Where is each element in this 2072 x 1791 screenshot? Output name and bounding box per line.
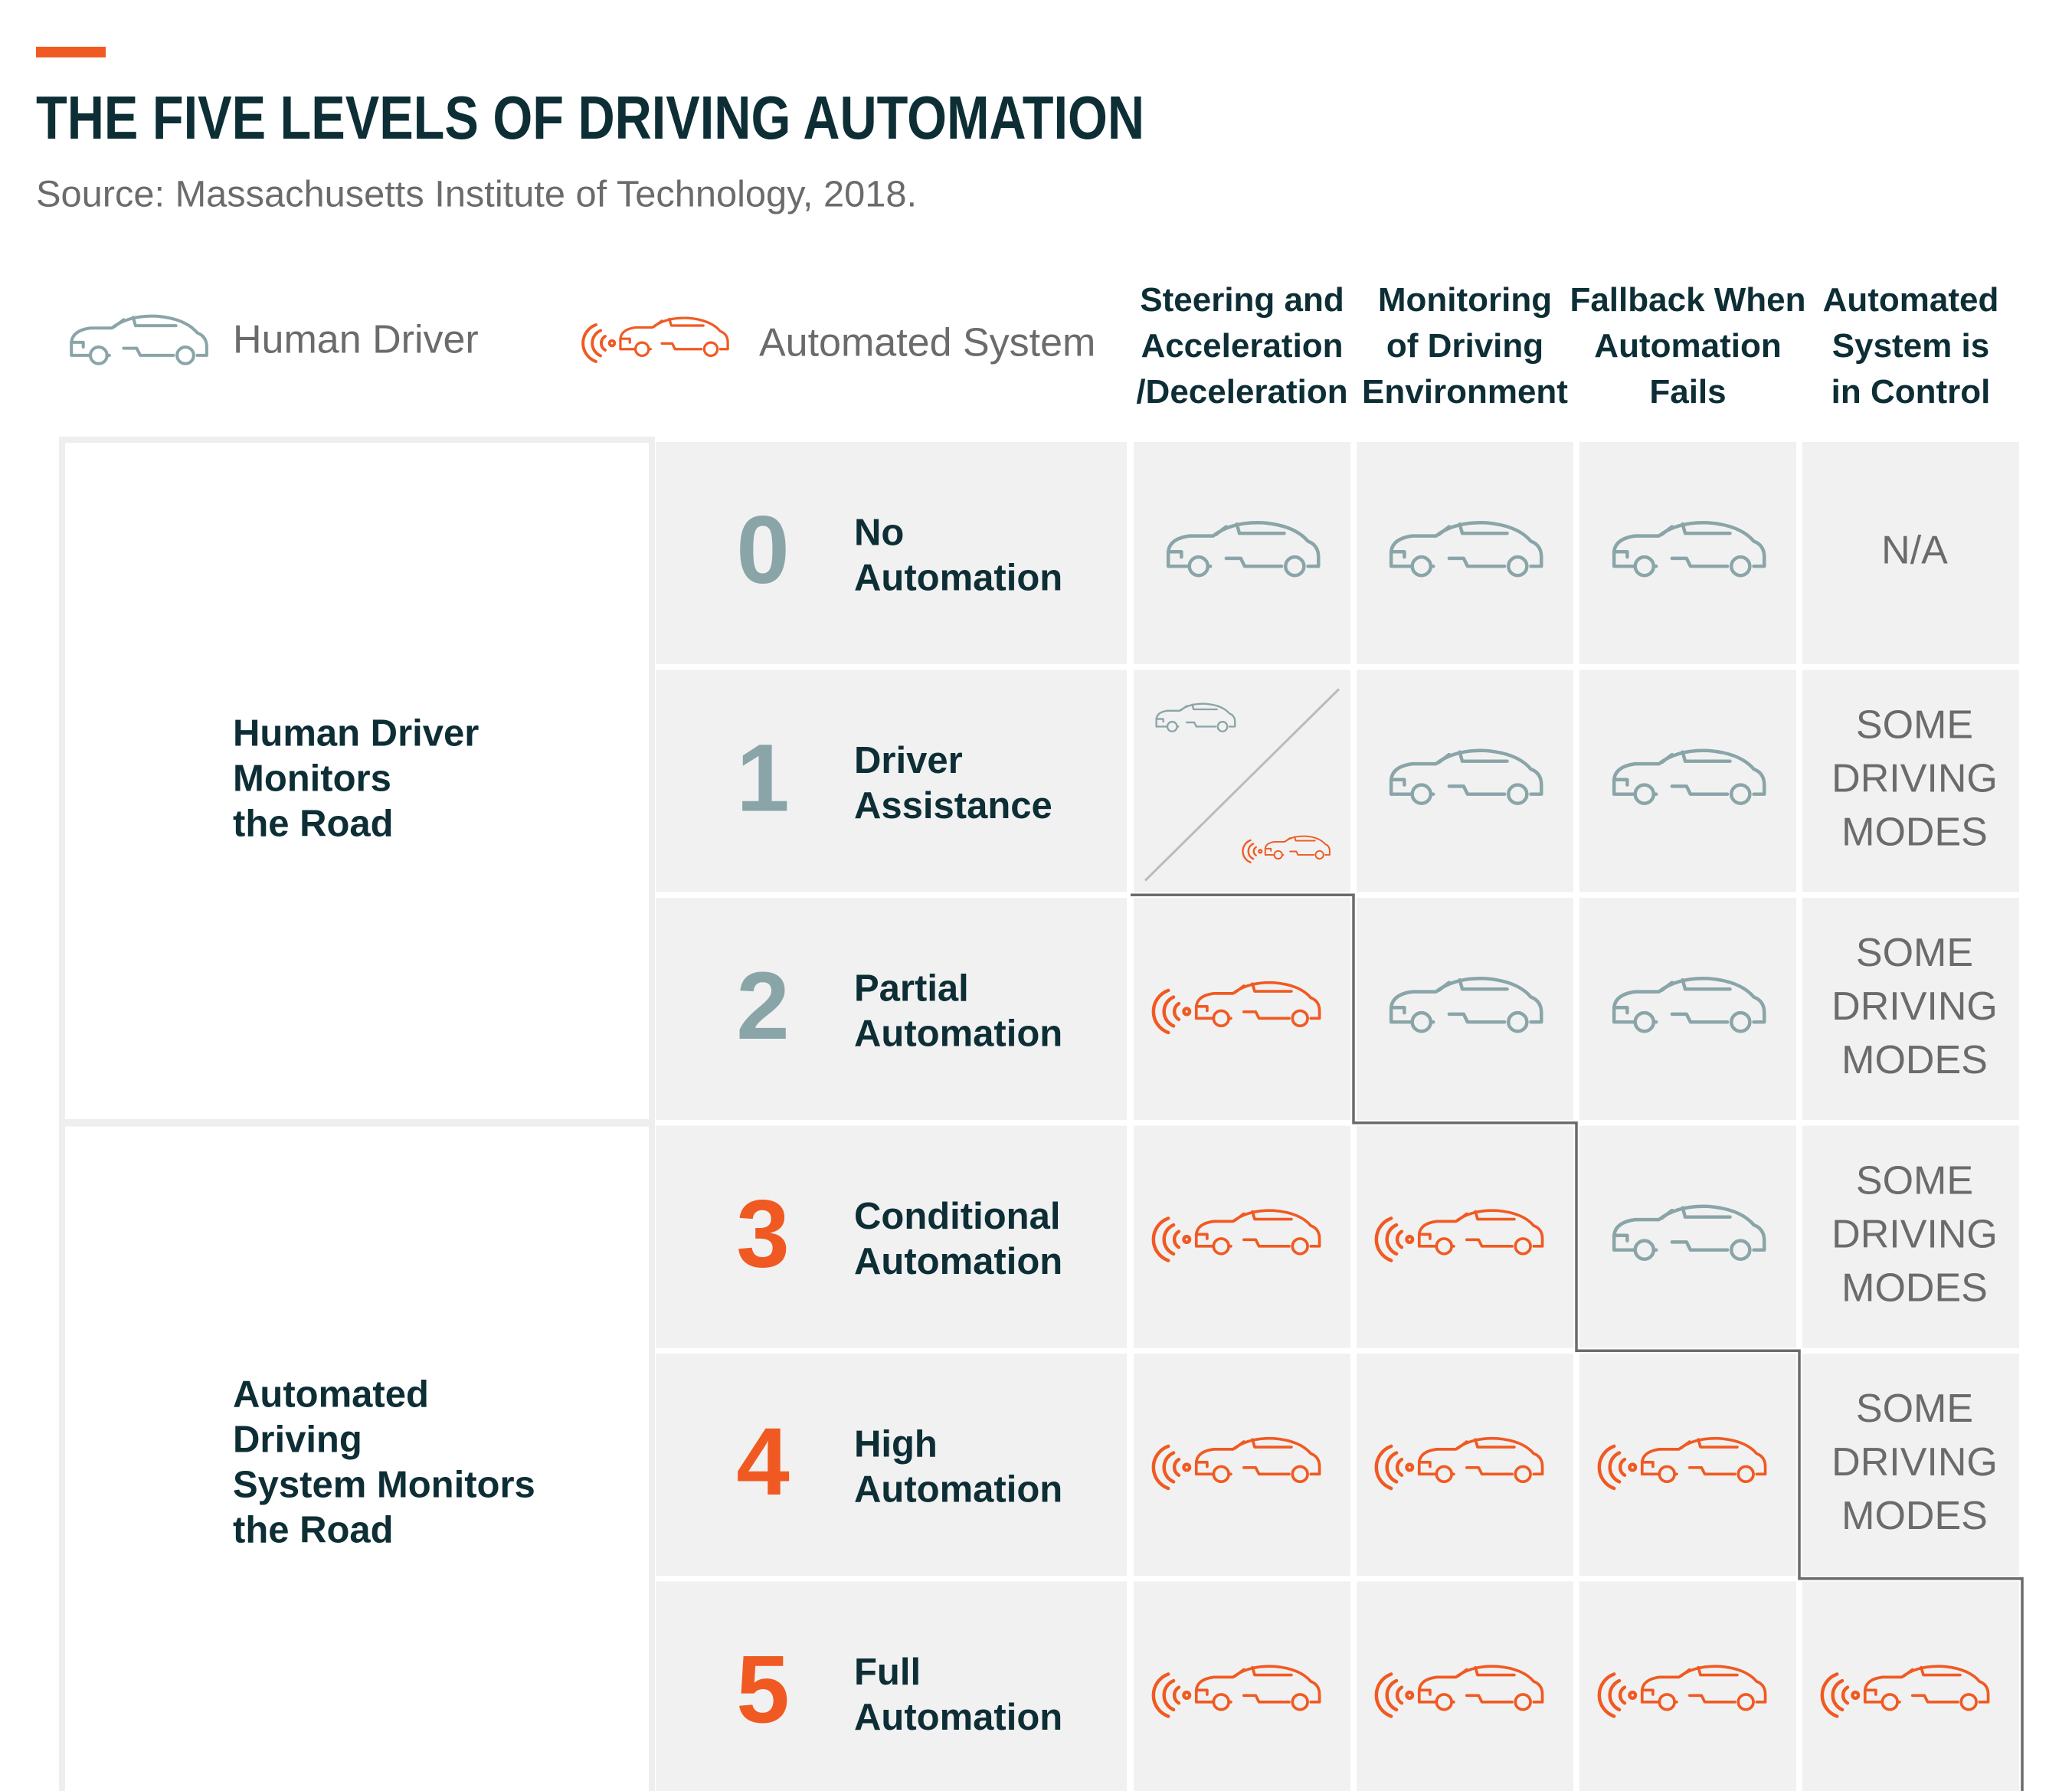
cell xyxy=(1134,1125,1350,1348)
responsibility-divider xyxy=(1131,893,2024,1791)
cell xyxy=(1802,898,2019,1120)
group-panel xyxy=(59,437,655,1125)
level-cell xyxy=(656,1581,1127,1791)
cell xyxy=(1802,442,2019,664)
column-header: Steering and Acceleration/Deceleration xyxy=(1136,281,1347,411)
level-number: 3 xyxy=(736,1181,790,1288)
level-name: Full Automation xyxy=(854,1652,1062,1738)
level-cell xyxy=(656,442,1127,664)
cell xyxy=(1357,1581,1573,1791)
level-name: Driver Assistance xyxy=(854,740,1052,827)
control-text: SOME DRIVING MODES xyxy=(1831,702,1998,854)
group-label: Human Driver Monitors the Road xyxy=(233,712,479,844)
control-text: N/A xyxy=(1881,529,1948,573)
accent-bar xyxy=(36,47,106,57)
level-number: 4 xyxy=(736,1409,790,1515)
source: Source: Massachusetts Institute of Techn… xyxy=(36,175,917,215)
level-name: Partial Automation xyxy=(854,968,1062,1054)
cell xyxy=(1579,1581,1796,1791)
level-number: 1 xyxy=(736,725,790,832)
level-cell xyxy=(656,1354,1127,1576)
group-panel xyxy=(59,1120,655,1791)
cell xyxy=(1802,1581,2019,1791)
legend-label: Automated System xyxy=(759,321,1095,365)
level-cell xyxy=(656,670,1127,892)
cell xyxy=(1357,1354,1573,1576)
column-header: Automated System is in Control xyxy=(1823,281,1999,411)
cell xyxy=(1802,670,2019,892)
column-header: Fallback When Automation Fails xyxy=(1570,281,1805,411)
legend-automated-icon xyxy=(583,318,728,362)
level-number: 0 xyxy=(736,497,790,604)
cell xyxy=(1134,898,1350,1120)
cell xyxy=(1134,1581,1350,1791)
group-label: Automated Driving System Monitors the Road xyxy=(233,1374,535,1550)
level-number: 2 xyxy=(736,953,790,1059)
control-text: SOME DRIVING MODES xyxy=(1831,931,1998,1082)
level-name: Conditional Automation xyxy=(854,1196,1062,1282)
level-number: 5 xyxy=(736,1637,790,1744)
legend-human-icon xyxy=(71,316,207,364)
level-cell xyxy=(656,1125,1127,1348)
cell xyxy=(1802,1125,2019,1348)
level-name: High Automation xyxy=(854,1423,1062,1510)
level-name: No Automation xyxy=(854,512,1062,598)
title: THE FIVE LEVELS OF DRIVING AUTOMATION xyxy=(36,83,1144,152)
cell xyxy=(1579,1354,1796,1576)
cell xyxy=(1357,1125,1573,1348)
cell xyxy=(1802,1354,2019,1576)
cell xyxy=(1134,1354,1350,1576)
column-header: Monitoring of Driving Environment xyxy=(1362,281,1568,411)
control-text: SOME DRIVING MODES xyxy=(1831,1158,1998,1310)
control-text: SOME DRIVING MODES xyxy=(1831,1387,1998,1538)
legend-label: Human Driver xyxy=(233,318,479,362)
split-line xyxy=(1144,688,1340,882)
level-cell xyxy=(656,898,1127,1120)
